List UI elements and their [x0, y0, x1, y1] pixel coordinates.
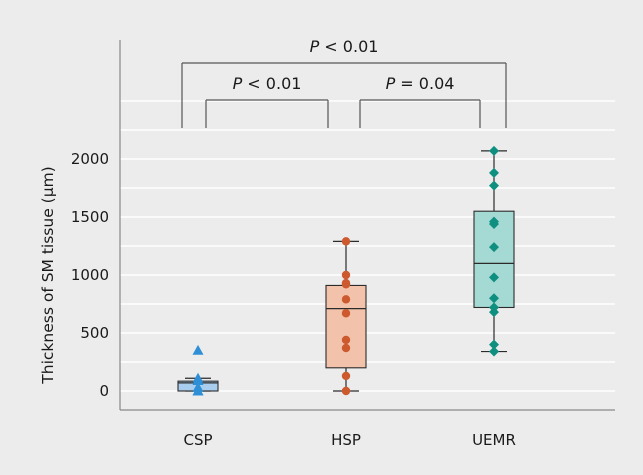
data-point-triangle — [192, 372, 204, 383]
y-axis-title: Thickness of SM tissue (μm) — [39, 166, 57, 384]
data-point-diamond — [489, 293, 499, 304]
y-tick-label: 0 — [99, 382, 109, 400]
significance-annotations: P < 0.01P < 0.01 P = 0.04 — [181, 37, 507, 128]
p-symbol: P — [310, 37, 320, 56]
axes — [119, 40, 615, 411]
y-tick-label: 1000 — [71, 266, 109, 284]
p-symbol: P — [386, 74, 396, 93]
data-point-circle — [341, 309, 351, 318]
data-point-circle — [341, 371, 351, 381]
data-point-diamond — [489, 339, 499, 350]
y-tick-label: 500 — [80, 324, 109, 342]
data-point-circle — [341, 237, 351, 246]
axis-labels: 0 500 1000 1500 2000 CSP HSP UEMR Thickness of S… — [39, 150, 516, 449]
data-point-circle — [341, 335, 351, 345]
data-point-diamond — [489, 167, 499, 178]
x-category-label: CSP — [183, 431, 212, 449]
boxes — [177, 150, 515, 392]
data-point-diamond — [489, 145, 499, 156]
data-point-triangle — [192, 382, 204, 392]
p-value-label: P < 0.01 — [233, 74, 302, 93]
data-point-diamond — [489, 216, 499, 227]
p-value-label: P < 0.01 — [310, 37, 379, 56]
data-point-diamond — [489, 272, 499, 283]
data-point-diamond — [489, 302, 499, 313]
data-point-diamond — [489, 180, 499, 191]
data-point-circle — [341, 295, 351, 304]
x-category-label: HSP — [331, 431, 361, 449]
data-point-circle — [341, 386, 351, 396]
p-symbol: P — [233, 74, 243, 93]
p-value: < 0.01 — [319, 37, 378, 56]
data-point-triangle — [192, 344, 204, 355]
x-category-label: UEMR — [472, 431, 516, 449]
p-value: < 0.01 — [242, 74, 301, 93]
y-tick-label: 2000 — [71, 150, 109, 168]
data-points — [192, 145, 499, 396]
p-value-label: P = 0.04 — [386, 74, 455, 93]
data-point-circle — [341, 270, 351, 280]
data-point-diamond — [489, 242, 499, 253]
gridlines — [120, 100, 615, 392]
data-point-diamond — [489, 346, 499, 357]
data-point-circle — [341, 343, 351, 353]
y-tick-label: 1500 — [71, 208, 109, 226]
data-point-circle — [341, 278, 351, 288]
p-value: = 0.04 — [395, 74, 454, 93]
